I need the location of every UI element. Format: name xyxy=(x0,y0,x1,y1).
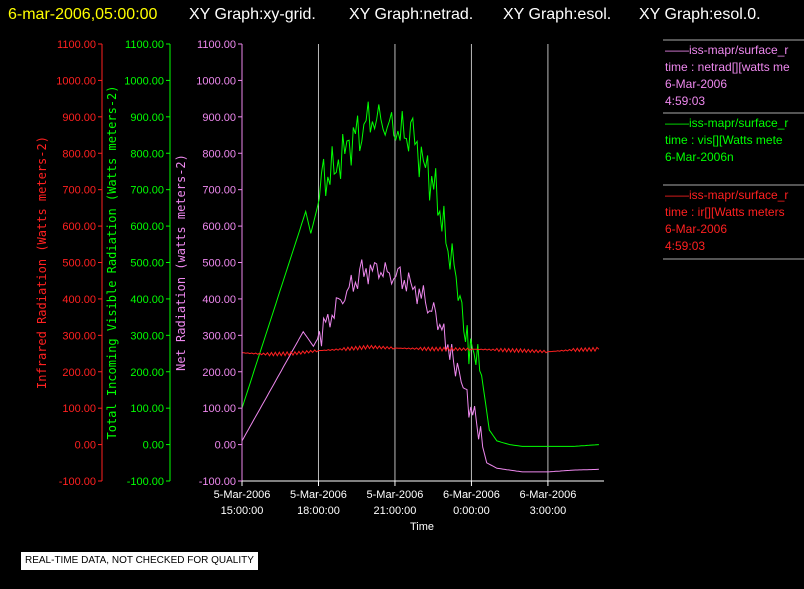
y-tick-label: 700.00 xyxy=(62,185,96,197)
y-axis-title-violet: Net Radiation (watts meters-2) xyxy=(174,154,188,371)
x-tick-label-time: 21:00:00 xyxy=(374,505,417,517)
y-tick-label: 800.00 xyxy=(130,148,164,160)
series-line-violet xyxy=(241,259,599,473)
vertical-gridlines xyxy=(317,44,549,481)
legend-entry-violet-line2: time : netrad[][watts me xyxy=(665,60,790,74)
x-tick-label-time: 0:00:00 xyxy=(453,505,490,517)
x-axis-title: Time xyxy=(410,521,434,533)
legend-entry-violet-line1: ——iss-mapr/surface_r xyxy=(665,43,788,57)
y-tick-label: 500.00 xyxy=(130,258,164,270)
legend-entry-green-line2: time : vis[][Watts mete xyxy=(665,133,783,147)
y-tick-label: 1000.00 xyxy=(124,75,164,87)
y-tick-label: 300.00 xyxy=(130,330,164,342)
y-tick-label: 700.00 xyxy=(130,185,164,197)
y-tick-label: 100.00 xyxy=(202,403,236,415)
y-tick-label: 0.00 xyxy=(143,440,164,452)
series-line-green xyxy=(241,101,599,447)
y-tick-label: 200.00 xyxy=(62,367,96,379)
legend-entry-red-line3: 6-Mar-2006 xyxy=(665,222,727,236)
x-tick-label-date: 5-Mar-2006 xyxy=(290,489,347,501)
legend-entry-green-line1: ——iss-mapr/surface_r xyxy=(665,116,788,130)
y-axis-title-red: Infrared Radiation (Watts meters-2) xyxy=(35,136,49,389)
y-tick-label: 200.00 xyxy=(130,367,164,379)
y-tick-label: 600.00 xyxy=(62,221,96,233)
legend-entry-red-line4: 4:59:03 xyxy=(665,239,705,253)
y-tick-label: 1100.00 xyxy=(125,39,164,51)
y-axis-title-green: Total Incoming Visible Radiation (Watts … xyxy=(105,85,119,439)
y-tick-label: -100.00 xyxy=(59,476,96,488)
header-title-2: XY Graph:netrad. xyxy=(349,6,473,23)
y-tick-label: 900.00 xyxy=(202,112,236,124)
x-tick-label-date: 5-Mar-2006 xyxy=(214,489,271,501)
header-title-3: XY Graph:esol. xyxy=(503,6,611,23)
y-tick-label: 1100.00 xyxy=(197,39,236,51)
y-tick-label: 100.00 xyxy=(62,403,96,415)
legend-entry-violet-line3: 6-Mar-2006 xyxy=(665,77,727,91)
axes: 1100.00 1000.00 900.00 800.00 700.00 600.00 50… xyxy=(35,39,604,517)
y-tick-label: 800.00 xyxy=(62,148,96,160)
header-title-1: XY Graph:xy-grid. xyxy=(189,6,316,23)
series-layer xyxy=(241,101,600,473)
x-tick-label-date: 5-Mar-2006 xyxy=(367,489,424,501)
y-tick-label: 0.00 xyxy=(75,440,96,452)
y-tick-label: 100.00 xyxy=(130,403,164,415)
y-tick-label: 500.00 xyxy=(62,258,96,270)
header-datetime: 6-mar-2006,05:00:00 xyxy=(8,6,158,23)
graph-header: 6-mar-2006,05:00:00 XY Graph:xy-grid. XY… xyxy=(8,6,761,23)
y-tick-label: 300.00 xyxy=(202,330,236,342)
y-tick-label: 400.00 xyxy=(202,294,236,306)
y-tick-label: 1100.00 xyxy=(57,39,96,51)
x-tick-label-date: 6-Mar-2006 xyxy=(443,489,500,501)
y-tick-label: 400.00 xyxy=(130,294,164,306)
y-tick-label: 200.00 xyxy=(202,367,236,379)
y-tick-label: 500.00 xyxy=(202,258,236,270)
x-tick-label-time: 15:00:00 xyxy=(221,505,264,517)
x-tick-label-date: 6-Mar-2006 xyxy=(519,489,576,501)
y-tick-label: 1000.00 xyxy=(196,75,236,87)
legend-entry-red-line2: time : ir[][Watts meters xyxy=(665,205,785,219)
x-tick-label-time: 18:00:00 xyxy=(297,505,340,517)
y-tick-label: 600.00 xyxy=(202,221,236,233)
y-tick-label: 400.00 xyxy=(62,294,96,306)
header-title-4: XY Graph:esol.0. xyxy=(639,6,761,23)
quality-disclaimer: REAL-TIME DATA, NOT CHECKED FOR QUALITY xyxy=(20,551,259,571)
y-tick-label: 800.00 xyxy=(202,148,236,160)
y-tick-label: 700.00 xyxy=(202,185,236,197)
y-tick-label: 1000.00 xyxy=(56,75,96,87)
x-tick-label-time: 3:00:00 xyxy=(530,505,567,517)
y-tick-label: -100.00 xyxy=(127,476,164,488)
legend-entry-red-line1: ——iss-mapr/surface_r xyxy=(665,188,788,202)
legend-entry-green-line3: 6-Mar-2006n xyxy=(665,150,734,164)
y-tick-label: 900.00 xyxy=(62,112,96,124)
series-line-red xyxy=(242,344,600,357)
y-tick-label: 900.00 xyxy=(130,112,164,124)
y-tick-label: 600.00 xyxy=(130,221,164,233)
legend-entry-violet-line4: 4:59:03 xyxy=(665,94,705,108)
y-tick-label: -100.00 xyxy=(199,476,236,488)
y-tick-label: 0.00 xyxy=(215,440,236,452)
y-tick-label: 300.00 xyxy=(62,330,96,342)
